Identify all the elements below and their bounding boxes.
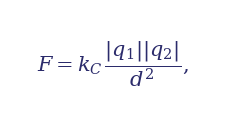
Text: $F = k_{C}\,\dfrac{|q_1||q_2|}{d^2},$: $F = k_{C}\,\dfrac{|q_1||q_2|}{d^2},$ <box>37 39 189 89</box>
